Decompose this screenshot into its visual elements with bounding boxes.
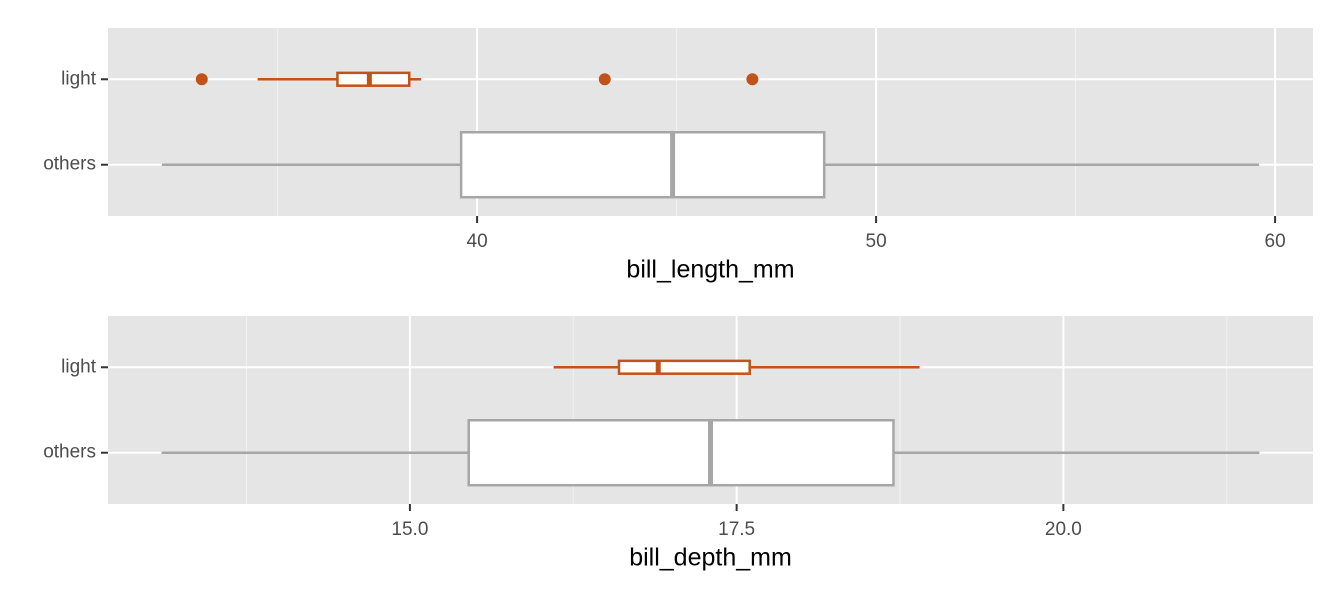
x-tick-label: 50	[866, 231, 887, 252]
x-tick-label: 17.5	[718, 519, 755, 540]
outlier	[598, 73, 611, 86]
box	[336, 71, 411, 87]
y-tick-label: light	[61, 356, 97, 377]
x-tick-label: 60	[1265, 231, 1286, 252]
x-tick-label: 40	[467, 231, 488, 252]
x-tick-label: 20.0	[1045, 519, 1082, 540]
axis-title: bill_length_mm	[626, 256, 794, 284]
y-tick-label: others	[43, 154, 96, 175]
box	[459, 131, 826, 199]
axis-title: bill_depth_mm	[629, 544, 792, 572]
x-tick-label: 15.0	[391, 519, 428, 540]
outlier	[746, 73, 759, 86]
box	[467, 419, 895, 487]
y-tick-label: others	[43, 442, 96, 463]
y-tick-label: light	[61, 68, 97, 89]
box	[617, 359, 751, 375]
outlier	[195, 73, 208, 86]
